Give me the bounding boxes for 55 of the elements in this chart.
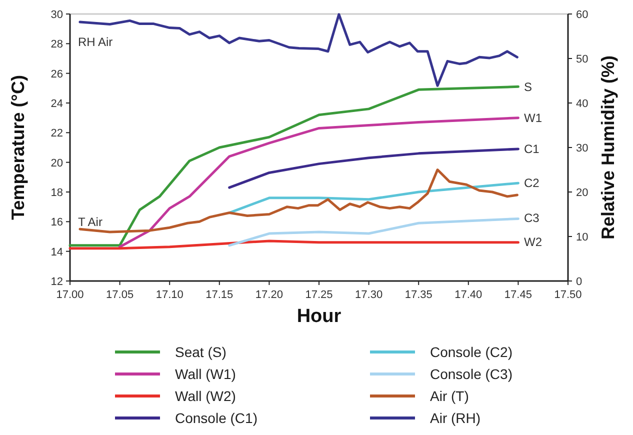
line-series <box>68 240 520 250</box>
x-tick-label: 17.45 <box>504 289 532 301</box>
line-series <box>118 116 520 248</box>
x-tick-label: 17.35 <box>404 289 432 301</box>
y2-tick-label: 50 <box>576 54 588 66</box>
x-tick-label: 17.25 <box>305 289 333 301</box>
y-tick-label: 24 <box>50 98 63 110</box>
x-tick-label: 17.05 <box>106 289 134 301</box>
x-tick-label: 17.00 <box>56 289 84 301</box>
x-tick-label: 17.50 <box>554 289 582 301</box>
y-tick-label: 28 <box>50 38 63 51</box>
annotation: RH Air <box>78 35 113 49</box>
y2-tick-label: 20 <box>576 187 588 199</box>
y2-tick-label: 10 <box>576 232 588 244</box>
x-tick-label: 17.15 <box>206 289 234 301</box>
line-series <box>228 217 520 247</box>
line-series <box>228 182 520 214</box>
annotation: C3 <box>524 211 540 225</box>
annotation: S <box>524 80 532 94</box>
legend-label: Air (T) <box>430 388 469 404</box>
y-tick-label: 12 <box>50 276 63 288</box>
legend-label: Air (RH) <box>430 410 481 426</box>
line-series <box>68 85 520 247</box>
legend-label: Wall (W2) <box>175 388 236 404</box>
legend-label: Console (C1) <box>175 410 258 426</box>
legend-label: Console (C2) <box>430 344 512 360</box>
x-tick-label: 17.20 <box>255 289 283 301</box>
y-tick-label: 26 <box>50 68 63 80</box>
y-tick-label: 14 <box>50 246 63 258</box>
annotation: C1 <box>524 142 540 156</box>
annotation: C2 <box>524 176 540 190</box>
y2-axis-title: Relative Humidity (%) <box>598 55 618 240</box>
legend-label: Console (C3) <box>430 366 512 382</box>
y2-tick-label: 30 <box>576 142 588 154</box>
legend-label: Wall (W1) <box>175 366 236 382</box>
y-tick-label: 20 <box>50 157 63 170</box>
x-axis-title: Hour <box>296 306 342 327</box>
annotation: W2 <box>524 235 542 249</box>
line-series <box>78 168 518 234</box>
x-tick-label: 17.10 <box>156 289 184 301</box>
legend-label: Seat (S) <box>175 344 226 360</box>
y2-tick-label: 40 <box>576 98 588 110</box>
y-tick-label: 30 <box>50 9 63 21</box>
y-axis-title: Temperature (°C) <box>8 75 28 220</box>
line-series <box>78 13 518 87</box>
x-tick-label: 17.30 <box>355 289 383 301</box>
y-tick-label: 16 <box>50 216 63 229</box>
annotation: T Air <box>78 215 102 229</box>
y2-tick-label: 0 <box>576 276 582 288</box>
line-series <box>228 148 520 189</box>
y-tick-label: 18 <box>50 187 63 199</box>
y2-tick-label: 60 <box>576 9 588 21</box>
annotation: W1 <box>524 111 542 125</box>
y-tick-label: 22 <box>50 128 63 140</box>
x-tick-label: 17.40 <box>454 289 482 301</box>
